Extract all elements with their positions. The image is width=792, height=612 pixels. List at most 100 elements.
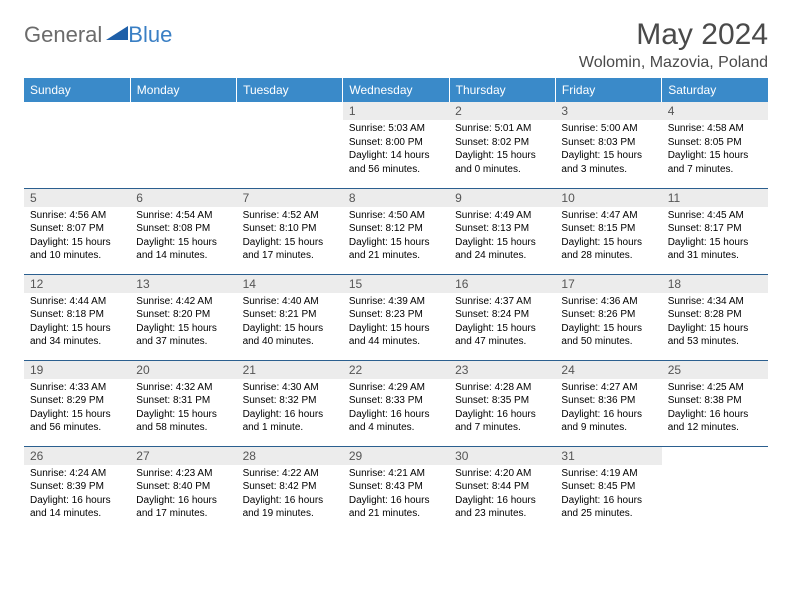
sunset-text: Sunset: 8:23 PM [349,308,443,322]
calendar-row: 19 Sunrise: 4:33 AMSunset: 8:29 PM Dayligh… [24,360,768,446]
sunrise-text: Sunrise: 4:40 AM [243,295,337,309]
daylight-text: Daylight: 15 hours and 44 minutes. [349,322,443,349]
daylight-text: Daylight: 16 hours and 23 minutes. [455,494,549,521]
weekday-header: Monday [130,78,236,102]
calendar-row: 1Sunrise: 5:03 AMSunset: 8:00 PMDaylight… [24,102,768,188]
daylight-text: Daylight: 15 hours and 40 minutes. [243,322,337,349]
sunrise-text: Sunrise: 4:56 AM [30,209,124,223]
calendar-cell: 10Sunrise: 4:47 AMSunset: 8:15 PMDayligh… [555,188,661,274]
day-info: Sunrise: 4:19 AMSunset: 8:45 PMDaylight:… [555,465,661,525]
sunset-text: Sunset: 8:15 PM [561,222,655,236]
day-info: Sunrise: 4:56 AMSunset: 8:07 PMDaylight:… [24,207,130,267]
calendar-cell: 2Sunrise: 5:01 AMSunset: 8:02 PMDaylight… [449,102,555,188]
sunset-text: Sunset: 8:31 PM [136,394,230,408]
daylight-text: Daylight: 16 hours and 17 minutes. [136,494,230,521]
daylight-text: Daylight: 15 hours and 17 minutes. [243,236,337,263]
day-number: 22 [343,361,449,379]
day-number: 23 [449,361,555,379]
daylight-text: Daylight: 16 hours and 1 minute. [243,408,337,435]
sunrise-text: Sunrise: 4:36 AM [561,295,655,309]
sunrise-text: Sunrise: 5:01 AM [455,122,549,136]
day-number: 3 [555,102,661,120]
sunset-text: Sunset: 8:21 PM [243,308,337,322]
sunset-text: Sunset: 8:26 PM [561,308,655,322]
weekday-header: Thursday [449,78,555,102]
calendar-cell: 30Sunrise: 4:20 AMSunset: 8:44 PMDayligh… [449,446,555,532]
calendar-cell: 7Sunrise: 4:52 AMSunset: 8:10 PMDaylight… [237,188,343,274]
day-info: Sunrise: 5:01 AMSunset: 8:02 PMDaylight:… [449,120,555,180]
day-info: Sunrise: 4:52 AMSunset: 8:10 PMDaylight:… [237,207,343,267]
day-info: Sunrise: 5:03 AMSunset: 8:00 PMDaylight:… [343,120,449,180]
sunset-text: Sunset: 8:02 PM [455,136,549,150]
day-number: 18 [662,275,768,293]
day-number: 30 [449,447,555,465]
sunrise-text: Sunrise: 4:39 AM [349,295,443,309]
day-info: Sunrise: 4:32 AMSunset: 8:31 PMDaylight:… [130,379,236,439]
day-info: Sunrise: 4:22 AMSunset: 8:42 PMDaylight:… [237,465,343,525]
sunrise-text: Sunrise: 4:23 AM [136,467,230,481]
day-number: 13 [130,275,236,293]
sunrise-text: Sunrise: 4:33 AM [30,381,124,395]
page-title: May 2024 [579,18,768,52]
sunset-text: Sunset: 8:12 PM [349,222,443,236]
calendar-cell: 16Sunrise: 4:37 AMSunset: 8:24 PMDayligh… [449,274,555,360]
sunrise-text: Sunrise: 4:58 AM [668,122,762,136]
daylight-text: Daylight: 15 hours and 21 minutes. [349,236,443,263]
sunrise-text: Sunrise: 4:44 AM [30,295,124,309]
daylight-text: Daylight: 15 hours and 58 minutes. [136,408,230,435]
title-block: May 2024 Wolomin, Mazovia, Poland [579,18,768,72]
day-number: 19 [24,361,130,379]
calendar-cell: 4Sunrise: 4:58 AMSunset: 8:05 PMDaylight… [662,102,768,188]
calendar-cell: 25Sunrise: 4:25 AMSunset: 8:38 PMDayligh… [662,360,768,446]
weekday-header: Friday [555,78,661,102]
day-info: Sunrise: 4:27 AMSunset: 8:36 PMDaylight:… [555,379,661,439]
calendar-cell [24,102,130,188]
day-info: Sunrise: 4:36 AMSunset: 8:26 PMDaylight:… [555,293,661,353]
day-number: 8 [343,189,449,207]
sunset-text: Sunset: 8:43 PM [349,480,443,494]
sunrise-text: Sunrise: 4:52 AM [243,209,337,223]
sunrise-text: Sunrise: 4:21 AM [349,467,443,481]
calendar-cell: 6Sunrise: 4:54 AMSunset: 8:08 PMDaylight… [130,188,236,274]
day-info: Sunrise: 4:58 AMSunset: 8:05 PMDaylight:… [662,120,768,180]
calendar-row: 26Sunrise: 4:24 AMSunset: 8:39 PMDayligh… [24,446,768,532]
calendar-cell [662,446,768,532]
day-number: 9 [449,189,555,207]
calendar-cell: 12Sunrise: 4:44 AMSunset: 8:18 PMDayligh… [24,274,130,360]
sunset-text: Sunset: 8:07 PM [30,222,124,236]
calendar-cell: 22Sunrise: 4:29 AMSunset: 8:33 PMDayligh… [343,360,449,446]
weekday-header: Sunday [24,78,130,102]
sunset-text: Sunset: 8:03 PM [561,136,655,150]
calendar-cell: 29Sunrise: 4:21 AMSunset: 8:43 PMDayligh… [343,446,449,532]
calendar-cell [130,102,236,188]
day-number: 15 [343,275,449,293]
calendar-cell: 24Sunrise: 4:27 AMSunset: 8:36 PMDayligh… [555,360,661,446]
sunset-text: Sunset: 8:13 PM [455,222,549,236]
daylight-text: Daylight: 15 hours and 10 minutes. [30,236,124,263]
calendar-cell: 9Sunrise: 4:49 AMSunset: 8:13 PMDaylight… [449,188,555,274]
sunset-text: Sunset: 8:38 PM [668,394,762,408]
sunset-text: Sunset: 8:32 PM [243,394,337,408]
calendar-row: 5Sunrise: 4:56 AMSunset: 8:07 PMDaylight… [24,188,768,274]
sunrise-text: Sunrise: 4:28 AM [455,381,549,395]
logo: General Blue [24,22,172,48]
sunset-text: Sunset: 8:05 PM [668,136,762,150]
day-number: 24 [555,361,661,379]
day-info: Sunrise: 4:25 AMSunset: 8:38 PMDaylight:… [662,379,768,439]
day-info: Sunrise: 4:37 AMSunset: 8:24 PMDaylight:… [449,293,555,353]
sunset-text: Sunset: 8:33 PM [349,394,443,408]
weekday-header-row: Sunday Monday Tuesday Wednesday Thursday… [24,78,768,102]
day-number: 11 [662,189,768,207]
sunrise-text: Sunrise: 4:45 AM [668,209,762,223]
sunset-text: Sunset: 8:28 PM [668,308,762,322]
daylight-text: Daylight: 16 hours and 4 minutes. [349,408,443,435]
daylight-text: Daylight: 15 hours and 14 minutes. [136,236,230,263]
day-number: 17 [555,275,661,293]
sunrise-text: Sunrise: 4:54 AM [136,209,230,223]
calendar-cell: 1Sunrise: 5:03 AMSunset: 8:00 PMDaylight… [343,102,449,188]
calendar-cell [237,102,343,188]
sunset-text: Sunset: 8:29 PM [30,394,124,408]
logo-text-general: General [24,22,102,48]
daylight-text: Daylight: 15 hours and 31 minutes. [668,236,762,263]
day-info: Sunrise: 4:21 AMSunset: 8:43 PMDaylight:… [343,465,449,525]
